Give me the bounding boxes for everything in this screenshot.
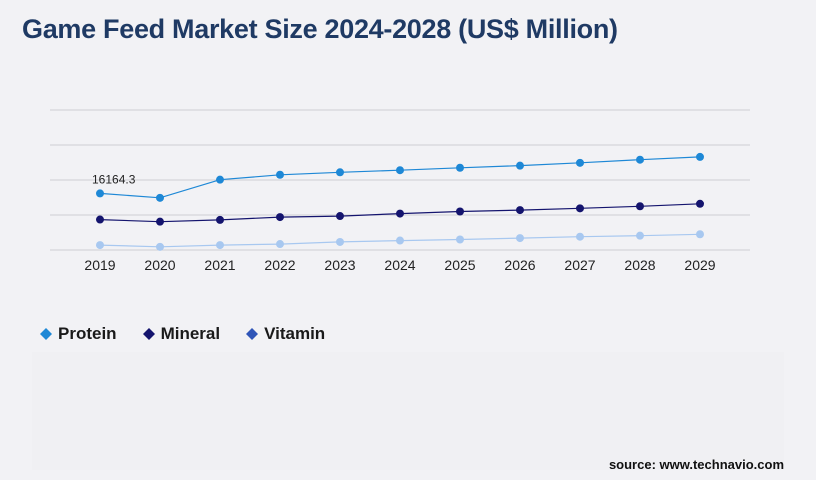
x-tick-label: 2023 bbox=[324, 257, 355, 273]
x-tick-label: 2020 bbox=[144, 257, 175, 273]
source-credit: source: www.technavio.com bbox=[608, 457, 784, 472]
line-chart: 2019 2020 2021 2022 2023 2024 2025 2026 2027 2028… bbox=[50, 109, 750, 273]
legend-marker-mineral bbox=[142, 328, 155, 340]
x-tick-label: 2019 bbox=[84, 257, 115, 273]
data-point-protein bbox=[336, 168, 344, 177]
x-tick-label: 2026 bbox=[504, 257, 535, 273]
data-point-vitamin bbox=[216, 241, 224, 250]
legend: Protein Mineral Vitamin bbox=[40, 324, 325, 344]
data-point-vitamin bbox=[576, 232, 584, 241]
data-point-mineral bbox=[456, 207, 464, 216]
gridlines bbox=[50, 109, 750, 251]
data-point-vitamin bbox=[276, 240, 284, 249]
data-point-vitamin bbox=[516, 234, 524, 243]
x-tick-label: 2022 bbox=[264, 257, 295, 273]
data-point-mineral bbox=[516, 206, 524, 215]
legend-item-protein: Protein bbox=[40, 324, 117, 344]
series-points bbox=[96, 152, 704, 251]
data-point-mineral bbox=[336, 212, 344, 221]
legend-label-vitamin: Vitamin bbox=[264, 324, 326, 343]
data-point-protein bbox=[156, 193, 164, 202]
legend-item-mineral: Mineral bbox=[142, 324, 221, 344]
x-tick-label: 2029 bbox=[684, 257, 715, 273]
data-point-protein bbox=[576, 158, 584, 167]
data-point-protein bbox=[216, 175, 224, 184]
x-tick-label: 2025 bbox=[444, 257, 475, 273]
data-point-protein bbox=[636, 155, 644, 164]
legend-marker-vitamin bbox=[246, 328, 259, 340]
legend-label-mineral: Mineral bbox=[160, 324, 221, 343]
x-tick-label: 2024 bbox=[384, 257, 415, 273]
data-point-protein bbox=[96, 189, 104, 198]
legend-marker-protein bbox=[40, 328, 52, 340]
data-point-mineral bbox=[696, 199, 704, 208]
data-annotations: 16164.3 bbox=[92, 172, 136, 186]
data-point-vitamin bbox=[636, 231, 644, 240]
data-point-vitamin bbox=[456, 235, 464, 244]
x-tick-label: 2027 bbox=[564, 257, 595, 273]
series-line-protein bbox=[99, 156, 701, 199]
chart-title: Game Feed Market Size 2024-2028 (US$ Mil… bbox=[22, 14, 618, 44]
data-point-mineral bbox=[276, 213, 284, 222]
data-point-protein bbox=[396, 166, 404, 175]
x-axis-tick-labels: 2019 2020 2021 2022 2023 2024 2025 2026 2027 2028… bbox=[84, 257, 715, 273]
data-point-vitamin bbox=[156, 242, 164, 251]
data-point-mineral bbox=[216, 215, 224, 224]
data-point-vitamin bbox=[336, 237, 344, 246]
x-tick-label: 2028 bbox=[624, 257, 655, 273]
data-point-vitamin bbox=[96, 241, 104, 250]
data-point-protein bbox=[696, 152, 704, 161]
data-point-mineral bbox=[576, 204, 584, 213]
data-point-vitamin bbox=[396, 236, 404, 245]
legend-item-vitamin: Vitamin bbox=[246, 324, 325, 344]
lower-panel bbox=[32, 352, 784, 470]
data-label: 16164.3 bbox=[92, 172, 136, 186]
data-point-mineral bbox=[156, 217, 164, 226]
data-point-protein bbox=[456, 163, 464, 172]
data-point-protein bbox=[276, 170, 284, 179]
data-point-vitamin bbox=[696, 230, 704, 239]
data-point-mineral bbox=[636, 202, 644, 211]
x-tick-label: 2021 bbox=[204, 257, 235, 273]
data-point-protein bbox=[516, 161, 524, 170]
data-point-mineral bbox=[96, 215, 104, 224]
data-point-mineral bbox=[396, 209, 404, 218]
legend-label-protein: Protein bbox=[58, 324, 117, 343]
